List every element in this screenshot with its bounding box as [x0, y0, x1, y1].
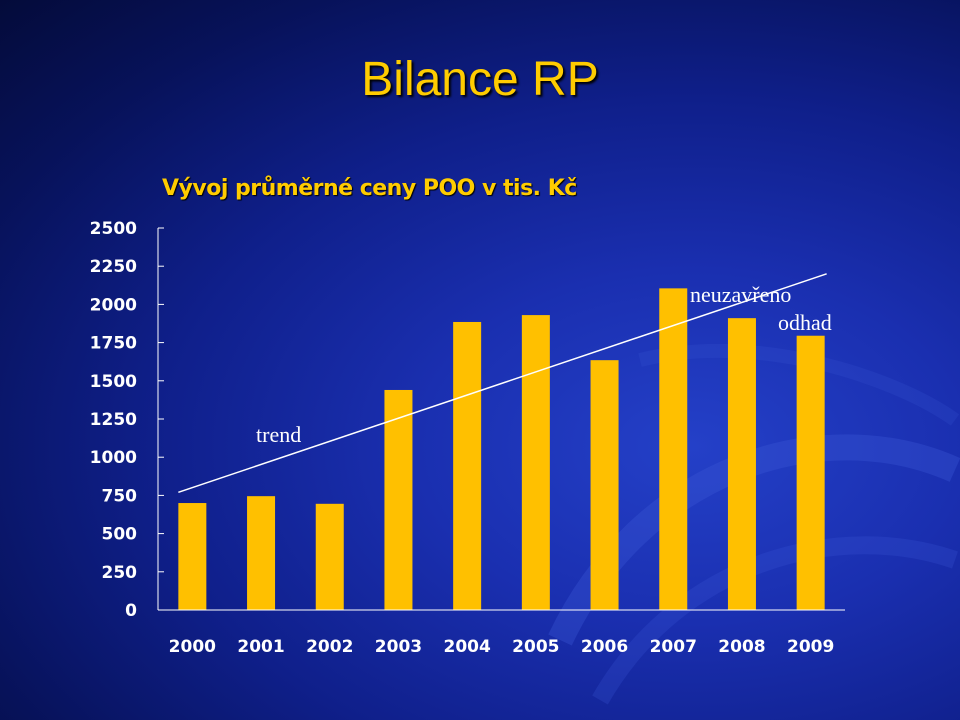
trend-label: trend — [256, 422, 302, 447]
x-tick-label: 2008 — [718, 637, 765, 657]
x-tick-label: 2001 — [237, 637, 284, 657]
y-tick-label: 1500 — [90, 372, 137, 392]
x-tick-label: 2000 — [169, 637, 216, 657]
x-tick-label: 2009 — [787, 637, 834, 657]
x-tick-label: 2006 — [581, 637, 628, 657]
x-tick-label: 2004 — [443, 637, 490, 657]
open-period-label: neuzavřeno — [690, 282, 792, 307]
y-tick-label: 500 — [102, 525, 138, 545]
y-tick-label: 0 — [125, 601, 137, 621]
x-tick-label: 2003 — [375, 637, 422, 657]
slide-title: Bilance RP — [361, 53, 599, 106]
bar-2007 — [659, 288, 688, 610]
bar-2000 — [178, 503, 207, 610]
y-tick-label: 750 — [102, 486, 138, 506]
y-tick-label: 1750 — [90, 334, 137, 354]
bar-2003 — [384, 389, 413, 610]
y-tick-label: 2000 — [90, 295, 137, 315]
bar-2006 — [590, 360, 619, 610]
bar-2008 — [727, 318, 756, 610]
bar-2009 — [796, 335, 825, 610]
chart-title: Vývoj průměrné ceny POO v tis. Kč — [162, 176, 577, 201]
bar-2005 — [521, 315, 550, 610]
x-tick-label: 2005 — [512, 637, 559, 657]
bar-2002 — [315, 503, 344, 610]
bar-2004 — [453, 321, 482, 610]
y-tick-label: 1000 — [90, 448, 137, 468]
x-tick-label: 2002 — [306, 637, 353, 657]
y-tick-label: 1250 — [90, 410, 137, 430]
y-tick-label: 2500 — [90, 219, 137, 239]
estimate-label: odhad — [778, 310, 832, 335]
x-tick-label: 2007 — [650, 637, 697, 657]
trend-line — [178, 273, 827, 494]
y-tick-label: 2250 — [90, 257, 137, 277]
bar-2001 — [247, 496, 276, 610]
y-tick-label: 250 — [102, 563, 138, 583]
